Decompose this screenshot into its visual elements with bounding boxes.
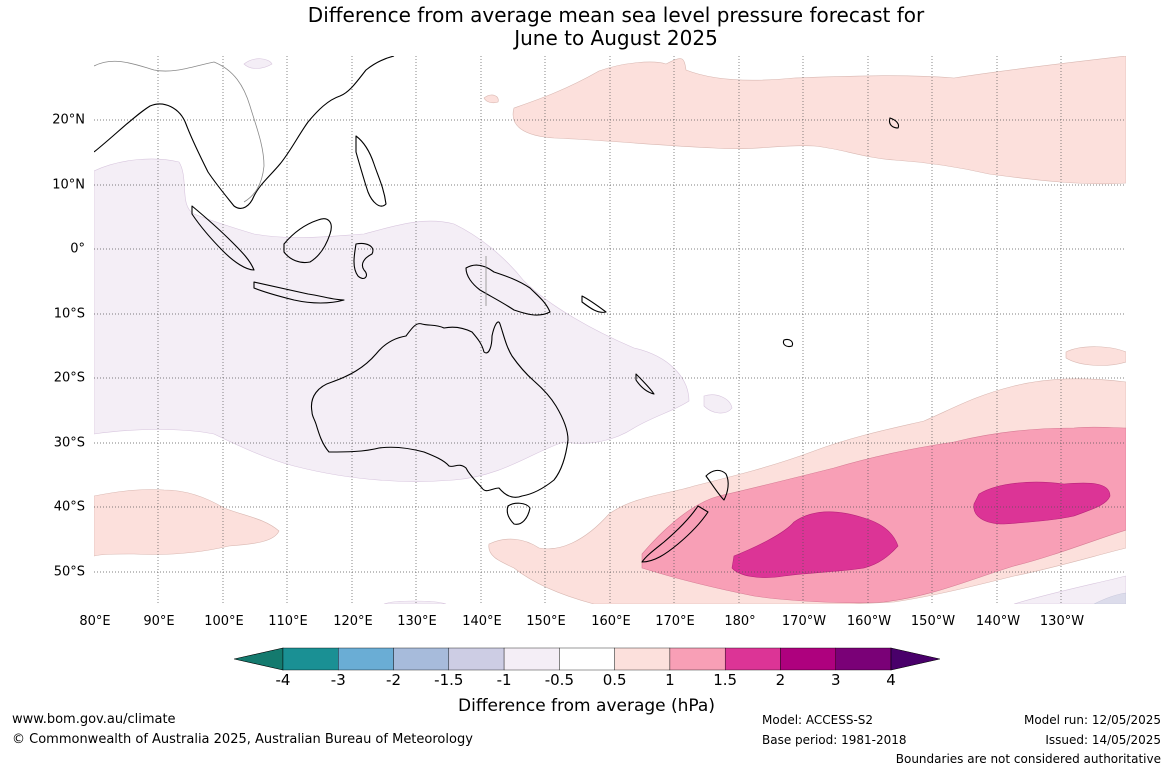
lat-label-20s: 20°S bbox=[53, 370, 85, 386]
negative-anomaly-patch bbox=[1013, 575, 1126, 604]
lon-label-170w: 170°W bbox=[781, 614, 827, 629]
coastlines bbox=[94, 56, 900, 563]
colorbar-tick-label: 0.5 bbox=[602, 671, 627, 689]
colorbar-tick-label: 2 bbox=[775, 671, 786, 689]
lat-label-50s: 50°S bbox=[53, 564, 85, 580]
lon-label-120e: 120°E bbox=[333, 614, 373, 629]
model-name: Model: ACCESS-S2 bbox=[762, 713, 874, 727]
lon-label-100e: 100°E bbox=[204, 614, 244, 629]
colorbar-segment bbox=[724, 647, 781, 671]
lon-label-130w: 130°W bbox=[1039, 614, 1085, 629]
colorbar-segment bbox=[503, 647, 560, 671]
lon-label-150w: 150°W bbox=[910, 614, 956, 629]
new-zealand-north-island bbox=[705, 469, 729, 501]
lon-label-140e: 140°E bbox=[462, 614, 502, 629]
new-caledonia-coastline bbox=[635, 373, 655, 395]
java-coastline bbox=[253, 281, 345, 304]
issued-date: Issued: 14/05/2025 bbox=[1045, 733, 1161, 747]
boundaries-disclaimer: Boundaries are not considered authoritat… bbox=[895, 752, 1161, 766]
colorbar-segment bbox=[780, 647, 836, 671]
colorbar-tick-label: -4 bbox=[275, 671, 291, 689]
solomon-islands-coastline bbox=[581, 295, 607, 313]
lon-label-150e: 150°E bbox=[526, 614, 566, 629]
lon-label-110e: 110°E bbox=[268, 614, 308, 629]
colorbar-tick-label: -1.5 bbox=[434, 671, 464, 689]
lon-label-90e: 90°E bbox=[143, 614, 175, 629]
lat-label-10n: 10°N bbox=[52, 177, 85, 193]
title-line-1: Difference from average mean sea level p… bbox=[307, 3, 925, 27]
positive-anomaly-north bbox=[512, 56, 1126, 185]
colorbar-segment bbox=[338, 647, 394, 671]
positive-anomaly-southwest bbox=[94, 489, 280, 557]
asia-coastline bbox=[94, 56, 395, 209]
negative-anomaly-patch bbox=[383, 600, 447, 604]
lat-label-30s: 30°S bbox=[53, 435, 85, 451]
colorbar-tick-label: -1 bbox=[496, 671, 512, 689]
colorbar-extension-high bbox=[890, 647, 940, 671]
colorbar-segment bbox=[559, 647, 615, 671]
lon-label-160w: 160°W bbox=[846, 614, 892, 629]
colorbar-segment bbox=[614, 647, 671, 671]
colorbar-tick-label: 1 bbox=[665, 671, 675, 689]
negative-anomaly-region bbox=[94, 158, 690, 482]
negative-anomaly-patch bbox=[703, 394, 733, 414]
australia-coastline bbox=[310, 321, 569, 498]
negative-anomaly-patch bbox=[243, 58, 273, 69]
philippines-coastline bbox=[355, 135, 387, 207]
graticule bbox=[94, 56, 1126, 604]
lon-label-170e: 170°E bbox=[655, 614, 695, 629]
positive-anomaly-core-east bbox=[973, 481, 1111, 525]
fiji-coastline bbox=[782, 338, 794, 348]
borneo-coastline bbox=[283, 218, 332, 264]
colorbar-extension-low bbox=[234, 647, 284, 671]
title-line-2: June to August 2025 bbox=[514, 26, 718, 50]
map-title: Difference from average mean sea level p… bbox=[0, 4, 1173, 50]
colorbar-segment bbox=[448, 647, 505, 671]
base-period: Base period: 1981-2018 bbox=[762, 733, 907, 747]
colorbar-segment bbox=[393, 647, 450, 671]
colorbar-segment bbox=[835, 647, 892, 671]
lon-label-180: 180° bbox=[724, 614, 756, 629]
sumatra-coastline bbox=[191, 205, 255, 271]
colorbar-segment bbox=[282, 647, 339, 671]
new-guinea-coastline bbox=[465, 264, 551, 316]
website-link[interactable]: www.bom.gov.au/climate bbox=[12, 712, 176, 727]
pressure-anomaly-map bbox=[94, 56, 1126, 604]
positive-anomaly-patch bbox=[483, 94, 499, 104]
country-borders bbox=[94, 60, 487, 306]
tasmania-coastline bbox=[506, 502, 531, 525]
lon-label-130e: 130°E bbox=[397, 614, 437, 629]
lon-label-160e: 160°E bbox=[591, 614, 631, 629]
copyright-text: © Commonwealth of Australia 2025, Austra… bbox=[12, 732, 473, 747]
sulawesi-coastline bbox=[353, 242, 374, 279]
colorbar bbox=[234, 647, 940, 671]
model-run-date: Model run: 12/05/2025 bbox=[1023, 713, 1161, 727]
negative-anomaly-patch bbox=[1093, 592, 1126, 604]
positive-anomaly-core-west bbox=[731, 511, 899, 578]
lat-label-10s: 10°S bbox=[53, 306, 85, 322]
colorbar-tick-label: -2 bbox=[386, 671, 402, 689]
lon-label-140w: 140°W bbox=[975, 614, 1021, 629]
lat-label-20n: 20°N bbox=[52, 112, 85, 128]
colorbar-label: Difference from average (hPa) bbox=[458, 696, 715, 716]
colorbar-tick-label: 3 bbox=[830, 671, 841, 689]
lat-label-40s: 40°S bbox=[53, 499, 85, 515]
colorbar-tick-label: 4 bbox=[886, 671, 896, 689]
colorbar-segment bbox=[669, 647, 726, 671]
colorbar-tick-label: -3 bbox=[330, 671, 346, 689]
hawaii-coastline bbox=[888, 117, 900, 129]
positive-anomaly-patch bbox=[1065, 346, 1126, 366]
lat-label-0: 0° bbox=[70, 241, 85, 257]
lon-label-80e: 80°E bbox=[79, 614, 111, 629]
new-zealand-south-island bbox=[641, 505, 709, 563]
colorbar-tick-label: -0.5 bbox=[544, 671, 574, 689]
colorbar-tick-label: 1.5 bbox=[713, 671, 738, 689]
